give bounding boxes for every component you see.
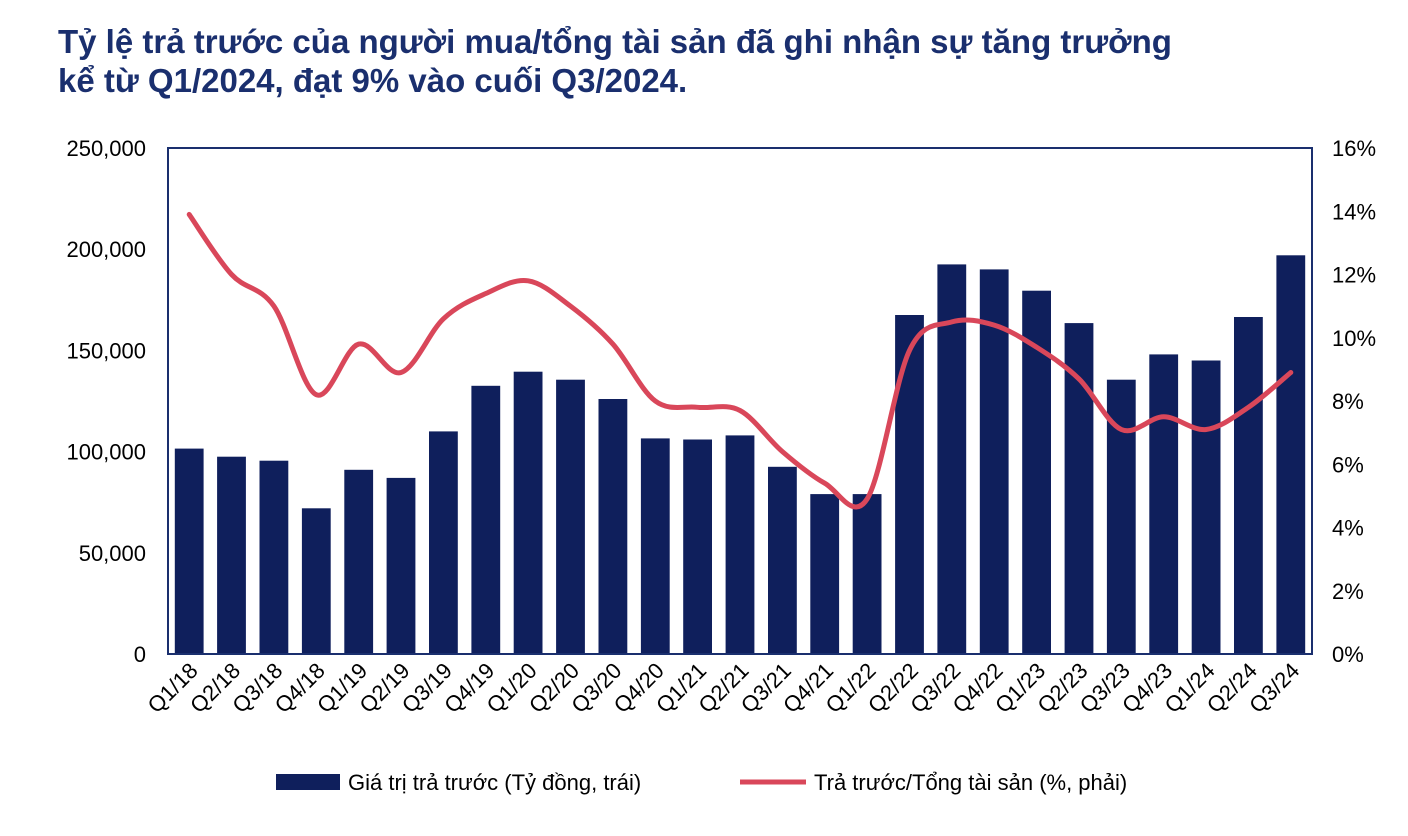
left-axis-ticks: 0 50,000 100,000 150,000 200,000 250,000 <box>66 136 146 667</box>
left-tick-label: 100,000 <box>66 440 146 465</box>
ratio-line-series <box>186 211 1294 510</box>
bar-Q1-24 <box>1191 360 1221 654</box>
bar-Q4-18 <box>301 508 331 654</box>
bar-Q1-21 <box>683 439 712 654</box>
bar-Q2-19 <box>386 477 416 654</box>
right-tick-label: 8% <box>1332 389 1364 414</box>
title-line-2: kể từ Q1/2024, đạt 9% vào cuối Q3/2024. <box>58 62 688 99</box>
bar-Q3-21 <box>768 466 797 654</box>
bar-Q2-22 <box>895 315 924 654</box>
bar-Q3-18 <box>259 460 289 654</box>
left-tick-label: 150,000 <box>66 338 146 363</box>
bar-Q4-20 <box>640 438 670 654</box>
bar-Q1-20 <box>513 371 543 654</box>
left-tick-label: 0 <box>134 642 146 667</box>
bar-Q3-19 <box>429 431 458 654</box>
right-tick-label: 12% <box>1332 263 1376 288</box>
bar-series <box>174 255 1306 655</box>
legend-bar-swatch <box>276 774 340 790</box>
bar-Q1-18 <box>174 448 204 654</box>
legend: Giá trị trả trước (Tỷ đồng, trái) Trả tr… <box>276 770 1127 795</box>
right-tick-label: 6% <box>1332 452 1364 477</box>
left-tick-label: 250,000 <box>66 136 146 161</box>
bar-Q1-19 <box>344 469 374 654</box>
right-axis-ticks: 0% 2% 4% 6% 8% 10% 12% 14% 16% <box>1332 136 1376 667</box>
right-tick-label: 4% <box>1332 516 1364 541</box>
x-tick-label: Q3/24 <box>1244 658 1304 718</box>
right-tick-label: 16% <box>1332 136 1376 161</box>
right-tick-label: 14% <box>1332 199 1376 224</box>
x-axis-ticks: Q1/18Q2/18Q3/18Q4/18Q1/19Q2/19Q3/19Q4/19… <box>143 658 1305 718</box>
bar-Q4-23 <box>1149 354 1179 654</box>
left-tick-label: 200,000 <box>66 237 146 262</box>
bar-Q2-20 <box>556 379 585 654</box>
bar-Q4-19 <box>471 385 501 654</box>
bar-Q3-24 <box>1276 255 1306 655</box>
bar-Q2-21 <box>725 435 755 654</box>
bar-Q3-20 <box>598 399 628 654</box>
bar-Q4-22 <box>979 269 1009 654</box>
legend-line-label: Trả trước/Tổng tài sản (%, phải) <box>814 770 1127 795</box>
title-line-1: Tỷ lệ trả trước của người mua/tổng tài s… <box>58 23 1172 60</box>
right-tick-label: 0% <box>1332 642 1364 667</box>
bar-Q1-22 <box>852 494 882 654</box>
bar-Q2-24 <box>1234 317 1263 654</box>
plot-frame <box>167 147 1313 655</box>
bar-Q4-21 <box>810 494 840 654</box>
right-tick-label: 10% <box>1332 326 1376 351</box>
right-tick-label: 2% <box>1332 579 1364 604</box>
legend-bar-label: Giá trị trả trước (Tỷ đồng, trái) <box>348 770 641 795</box>
left-tick-label: 50,000 <box>79 541 146 566</box>
chart-title: Tỷ lệ trả trước của người mua/tổng tài s… <box>58 22 1378 100</box>
bar-Q2-18 <box>217 456 246 654</box>
bar-Q3-22 <box>937 264 967 654</box>
